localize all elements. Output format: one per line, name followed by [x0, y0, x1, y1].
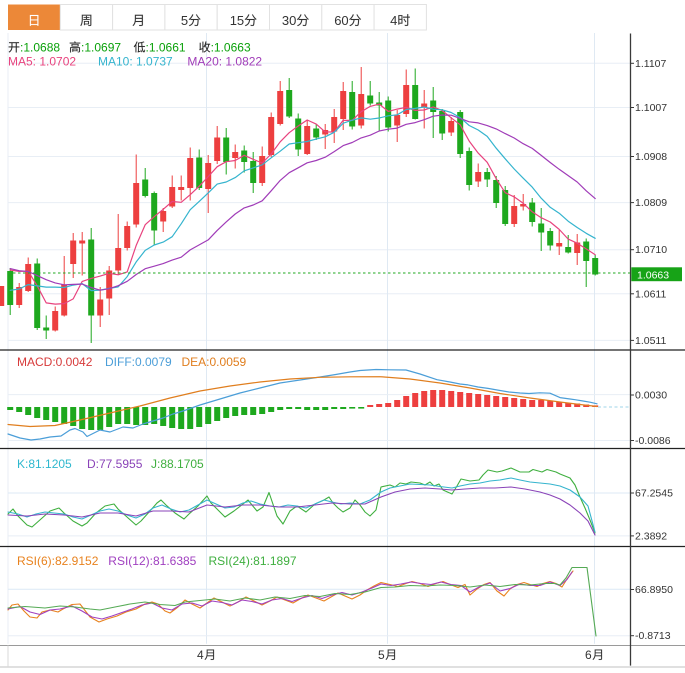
- svg-text:1.0710: 1.0710: [635, 244, 667, 256]
- svg-text:4: 4: [390, 13, 397, 28]
- svg-text:0.0030: 0.0030: [635, 390, 667, 402]
- svg-text:1.1107: 1.1107: [635, 58, 666, 70]
- svg-text:MACD:0.0042: MACD:0.0042: [17, 355, 93, 369]
- svg-text:D:77.5955: D:77.5955: [87, 457, 143, 471]
- svg-text:MA10: 1.0737: MA10: 1.0737: [98, 55, 173, 69]
- svg-text:1.0663: 1.0663: [637, 269, 669, 281]
- svg-text:1.1007: 1.1007: [635, 102, 667, 114]
- svg-text:5: 5: [378, 648, 385, 662]
- svg-text::1.0663: :1.0663: [211, 41, 251, 55]
- svg-text:DIFF:0.0079: DIFF:0.0079: [105, 355, 172, 369]
- svg-text:1.0908: 1.0908: [635, 151, 667, 163]
- svg-text:66.8950: 66.8950: [635, 584, 673, 596]
- svg-text:K:81.1205: K:81.1205: [17, 457, 72, 471]
- svg-text::1.0697: :1.0697: [81, 41, 121, 55]
- svg-text:4: 4: [197, 648, 204, 662]
- svg-text:DEA:0.0059: DEA:0.0059: [182, 355, 247, 369]
- svg-text:RSI(24):81.1897: RSI(24):81.1897: [209, 554, 297, 568]
- svg-text::1.0661: :1.0661: [146, 41, 186, 55]
- svg-text:1.0611: 1.0611: [635, 288, 666, 300]
- svg-text:J:88.1705: J:88.1705: [151, 457, 204, 471]
- svg-text:RSI(12):81.6385: RSI(12):81.6385: [108, 554, 196, 568]
- svg-text:-0.8713: -0.8713: [635, 630, 671, 642]
- svg-text:5: 5: [181, 13, 188, 28]
- svg-text:67.2545: 67.2545: [635, 488, 673, 500]
- svg-text:1.0511: 1.0511: [635, 335, 666, 347]
- svg-text:60: 60: [334, 13, 348, 28]
- svg-text:MA5: 1.0702: MA5: 1.0702: [8, 55, 76, 69]
- svg-text::1.0688: :1.0688: [20, 41, 60, 55]
- svg-text:1.0809: 1.0809: [635, 197, 667, 209]
- svg-text:MA20: 1.0822: MA20: 1.0822: [187, 55, 262, 69]
- svg-text:RSI(6):82.9152: RSI(6):82.9152: [17, 554, 99, 568]
- svg-text:-0.0086: -0.0086: [635, 435, 671, 447]
- svg-text:15: 15: [230, 13, 244, 28]
- svg-text:30: 30: [282, 13, 296, 28]
- svg-text:2.3892: 2.3892: [635, 530, 667, 542]
- svg-text:6: 6: [585, 648, 592, 662]
